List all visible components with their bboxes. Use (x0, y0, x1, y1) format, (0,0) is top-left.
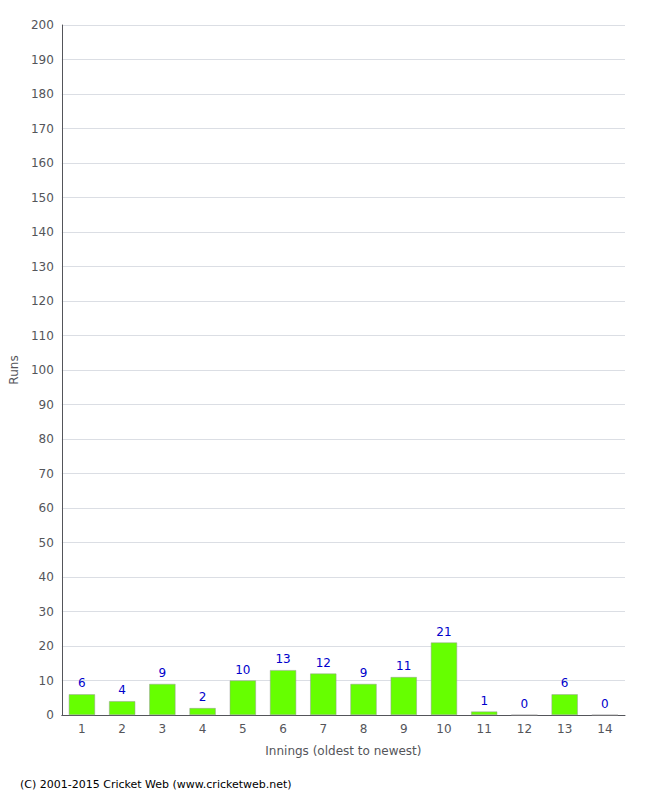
svg-text:30: 30 (39, 605, 54, 619)
svg-text:6: 6 (78, 676, 86, 690)
svg-text:80: 80 (39, 432, 54, 446)
svg-text:12: 12 (517, 722, 532, 736)
svg-text:5: 5 (239, 722, 247, 736)
svg-text:11: 11 (396, 659, 411, 673)
svg-text:120: 120 (31, 294, 54, 308)
svg-text:130: 130 (31, 260, 54, 274)
svg-text:0: 0 (46, 708, 54, 722)
svg-text:60: 60 (39, 501, 54, 515)
svg-text:14: 14 (597, 722, 612, 736)
svg-text:10: 10 (235, 663, 250, 677)
svg-text:160: 160 (31, 156, 54, 170)
svg-text:70: 70 (39, 467, 54, 481)
svg-text:1: 1 (78, 722, 86, 736)
svg-text:200: 200 (31, 18, 54, 32)
svg-text:6: 6 (561, 676, 569, 690)
svg-text:7: 7 (319, 722, 327, 736)
svg-text:100: 100 (31, 363, 54, 377)
svg-text:170: 170 (31, 122, 54, 136)
svg-text:150: 150 (31, 191, 54, 205)
svg-text:40: 40 (39, 570, 54, 584)
svg-text:2: 2 (118, 722, 126, 736)
svg-text:6: 6 (279, 722, 287, 736)
svg-text:(C) 2001-2015 Cricket Web (www: (C) 2001-2015 Cricket Web (www.cricketwe… (20, 778, 292, 791)
svg-text:2: 2 (199, 690, 207, 704)
svg-text:4: 4 (199, 722, 207, 736)
svg-text:0: 0 (521, 697, 529, 711)
svg-text:140: 140 (31, 225, 54, 239)
svg-text:Runs: Runs (7, 355, 21, 384)
svg-text:90: 90 (39, 398, 54, 412)
svg-text:3: 3 (159, 722, 167, 736)
svg-text:8: 8 (360, 722, 368, 736)
svg-text:0: 0 (601, 697, 609, 711)
svg-text:Innings (oldest to newest): Innings (oldest to newest) (265, 744, 421, 758)
svg-text:9: 9 (159, 666, 167, 680)
svg-text:13: 13 (557, 722, 572, 736)
svg-text:12: 12 (316, 656, 331, 670)
svg-text:21: 21 (436, 625, 451, 639)
svg-text:1: 1 (480, 694, 488, 708)
svg-text:110: 110 (31, 329, 54, 343)
svg-text:4: 4 (118, 683, 126, 697)
svg-text:10: 10 (436, 722, 451, 736)
svg-text:10: 10 (39, 674, 54, 688)
svg-text:11: 11 (477, 722, 492, 736)
svg-text:9: 9 (360, 666, 368, 680)
svg-text:190: 190 (31, 53, 54, 67)
svg-text:20: 20 (39, 639, 54, 653)
svg-text:50: 50 (39, 536, 54, 550)
svg-text:9: 9 (400, 722, 408, 736)
svg-text:13: 13 (275, 652, 290, 666)
svg-text:180: 180 (31, 87, 54, 101)
